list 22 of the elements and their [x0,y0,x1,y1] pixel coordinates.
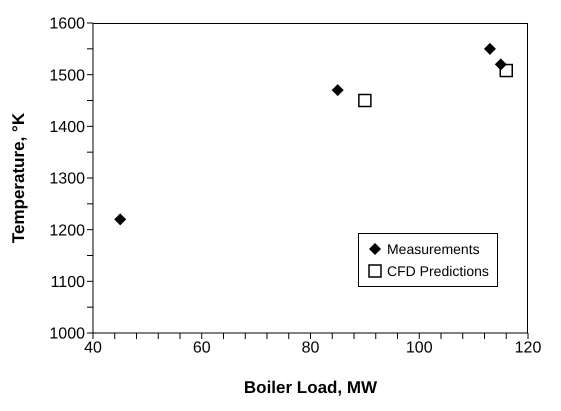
y-axis-title: Temperature, °K [9,112,28,244]
legend-label: CFD Predictions [387,262,489,281]
y-tick-label: 1500 [49,67,86,84]
y-tick-label: 1100 [50,274,86,292]
legend-label: Measurements [387,240,480,259]
x-tick-label: 120 [514,339,542,356]
point [358,94,372,108]
x-tick-label: 60 [192,339,211,356]
x-tick-label: 40 [84,339,102,356]
x-tick-label: 80 [302,339,320,356]
y-tick-label: 1000 [49,326,86,343]
y-tick-label: 1200 [49,222,86,240]
y-tick-label: 1600 [49,16,86,33]
x-axis-title: Boiler Load, MW [244,378,378,397]
point [114,213,126,226]
x-tick-label: 100 [406,339,433,356]
y-tick-label: 1300 [49,170,86,188]
point [500,64,513,78]
y-tick-label: 1400 [49,119,86,136]
point [494,58,507,70]
point [332,84,344,96]
point [484,42,496,55]
